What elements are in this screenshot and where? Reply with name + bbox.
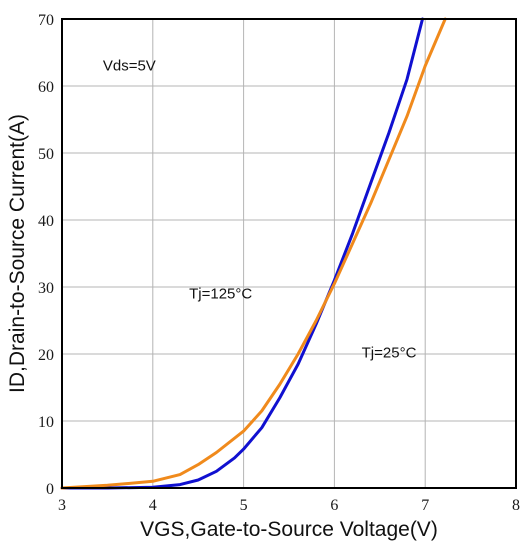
y-tick-label: 50 [38,146,54,163]
y-tick-label: 10 [38,414,54,431]
annotation-label: Tj=125°C [189,285,252,302]
annotation-label: Vds=5V [103,58,156,75]
series-group [60,17,447,490]
y-tick-label: 40 [38,213,54,230]
x-tick-label: 6 [330,497,338,514]
y-tick-label: 60 [38,79,54,96]
x-tick-label: 4 [149,497,157,514]
y-axis-title: ID,Drain-to-Source Current(A) [6,114,29,393]
x-tick-label: 3 [58,497,66,514]
x-axis-title: VGS,Gate-to-Source Voltage(V) [140,518,438,541]
tick-labels: 3 4 5 6 7 8 0 10 20 30 40 50 60 70 [38,12,520,514]
y-tick-label: 30 [38,280,54,297]
annotation-label: Tj=25°C [362,344,417,361]
x-tick-label: 8 [512,497,520,514]
grid [62,19,516,488]
series-line-tj-25-c [60,17,424,490]
series-line-tj-125-c [60,17,447,490]
y-tick-label: 20 [38,347,54,364]
annotations: Vds=5V Tj=125°C Tj=25°C [103,58,417,362]
x-tick-label: 5 [240,497,248,514]
y-tick-label: 0 [46,481,54,498]
y-tick-label: 70 [38,12,54,29]
x-tick-label: 7 [421,497,429,514]
plot-frame [61,18,517,489]
